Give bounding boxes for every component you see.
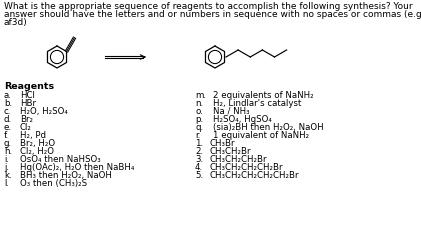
Text: 5.: 5.	[195, 171, 203, 180]
Text: HCl: HCl	[20, 91, 35, 100]
Text: Br₂, H₂O: Br₂, H₂O	[20, 139, 55, 148]
Text: p.: p.	[195, 115, 203, 124]
Text: What is the appropriate sequence of reagents to accomplish the following synthes: What is the appropriate sequence of reag…	[4, 2, 413, 11]
Text: Reagents: Reagents	[4, 82, 54, 91]
Text: H₂, Pd: H₂, Pd	[20, 131, 46, 140]
Text: CH₃CH₂CH₂CH₂CH₂Br: CH₃CH₂CH₂CH₂CH₂Br	[210, 171, 299, 180]
Text: Br₂: Br₂	[20, 115, 33, 124]
Text: CH₃CH₂CH₂Br: CH₃CH₂CH₂Br	[210, 155, 267, 164]
Text: f.: f.	[4, 131, 9, 140]
Text: O₃ then (CH₃)₂S: O₃ then (CH₃)₂S	[20, 179, 87, 188]
Text: BH₃ then H₂O₂, NaOH: BH₃ then H₂O₂, NaOH	[20, 171, 112, 180]
Text: h.: h.	[4, 147, 12, 156]
Text: r.: r.	[195, 131, 200, 140]
Text: CH₃Br: CH₃Br	[210, 139, 235, 148]
Text: (sia)₂BH then H₂O₂, NaOH: (sia)₂BH then H₂O₂, NaOH	[213, 123, 324, 132]
Text: H₂, Lindlar's catalyst: H₂, Lindlar's catalyst	[213, 99, 301, 108]
Text: Hg(OAc)₂, H₂O then NaBH₄: Hg(OAc)₂, H₂O then NaBH₄	[20, 163, 134, 172]
Text: 1 equivalent of NaNH₂: 1 equivalent of NaNH₂	[213, 131, 309, 140]
Text: 2 equivalents of NaNH₂: 2 equivalents of NaNH₂	[213, 91, 314, 100]
Text: CH₃CH₂CH₂CH₂Br: CH₃CH₂CH₂CH₂Br	[210, 163, 283, 172]
Text: 1.: 1.	[195, 139, 203, 148]
Text: CH₃CH₂Br: CH₃CH₂Br	[210, 147, 251, 156]
Text: b.: b.	[4, 99, 12, 108]
Text: j.: j.	[4, 163, 9, 172]
Text: m.: m.	[195, 91, 206, 100]
Text: 4.: 4.	[195, 163, 203, 172]
Text: d.: d.	[4, 115, 12, 124]
Text: OsO₄ then NaHSO₃: OsO₄ then NaHSO₃	[20, 155, 101, 164]
Text: o.: o.	[195, 107, 203, 116]
Text: Cl₂: Cl₂	[20, 123, 32, 132]
Text: e.: e.	[4, 123, 12, 132]
Text: Cl₂, H₂O: Cl₂, H₂O	[20, 147, 54, 156]
Text: k.: k.	[4, 171, 12, 180]
Text: H₂O, H₂SO₄: H₂O, H₂SO₄	[20, 107, 68, 116]
Text: n.: n.	[195, 99, 203, 108]
Text: Na / NH₃: Na / NH₃	[213, 107, 250, 116]
Text: H₂SO₄, HgSO₄: H₂SO₄, HgSO₄	[213, 115, 272, 124]
Text: c.: c.	[4, 107, 11, 116]
Text: g.: g.	[4, 139, 12, 148]
Text: HBr: HBr	[20, 99, 36, 108]
Text: answer should have the letters and or numbers in sequence with no spaces or comm: answer should have the letters and or nu…	[4, 10, 421, 19]
Text: 3.: 3.	[195, 155, 203, 164]
Text: i.: i.	[4, 155, 9, 164]
Text: a.: a.	[4, 91, 12, 100]
Text: 2.: 2.	[195, 147, 203, 156]
Text: af3d): af3d)	[4, 18, 28, 26]
Text: q.: q.	[195, 123, 203, 132]
Text: l.: l.	[4, 179, 9, 188]
